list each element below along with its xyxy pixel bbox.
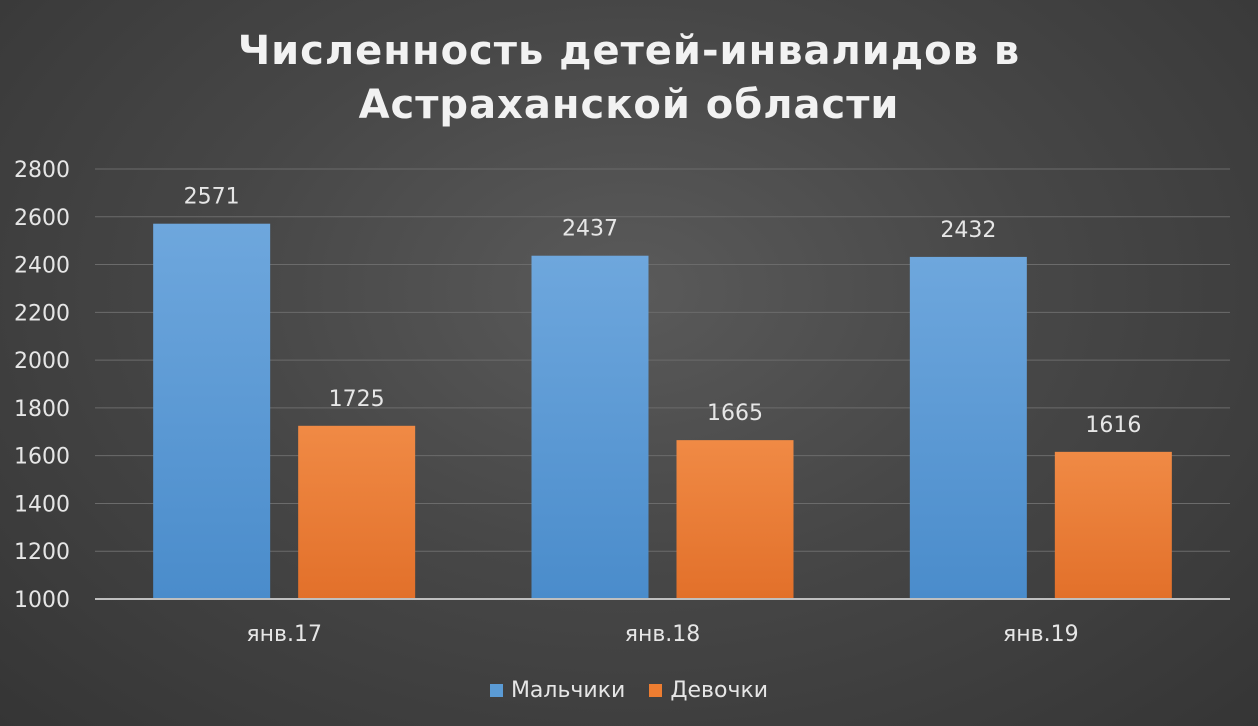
bar-boys	[153, 223, 271, 599]
legend-swatch-girls	[649, 684, 663, 697]
legend-item-boys[interactable]: Мальчики	[489, 678, 626, 703]
y-tick-label: 1400	[14, 492, 70, 517]
y-tick-label: 2600	[14, 206, 70, 231]
legend-label-girls: Девочки	[670, 678, 769, 703]
bar-boys	[531, 255, 649, 599]
y-axis: 1000 1200 1400 1600 1800 2000 2200 2400 2600 2800	[14, 158, 70, 613]
y-tick-label: 2000	[14, 349, 70, 374]
data-label-girls: 1616	[1085, 413, 1141, 438]
bar-girls	[1054, 451, 1172, 599]
y-tick-label: 1200	[14, 540, 70, 565]
y-tick-label: 1600	[14, 445, 70, 470]
data-label-girls: 1725	[329, 387, 385, 412]
data-label-boys: 2437	[562, 217, 618, 242]
y-tick-label: 2400	[14, 254, 70, 279]
data-label-boys: 2432	[940, 218, 996, 243]
chart-title-line-1: Численность детей-инвалидов в	[237, 28, 1021, 74]
x-tick-label: янв.18	[625, 622, 701, 647]
chart-title: Численность детей-инвалидов в Астраханск…	[0, 24, 1258, 132]
legend-label-boys: Мальчики	[510, 678, 626, 703]
legend-swatch-boys	[489, 684, 503, 697]
legend: Мальчики Девочки	[0, 678, 1258, 703]
bar-boys	[909, 256, 1027, 599]
y-tick-label: 1000	[14, 588, 70, 613]
bar-girls	[676, 440, 794, 599]
bars	[153, 223, 1172, 599]
y-tick-label: 2800	[14, 158, 70, 183]
data-labels: 2571 1725 2437 1665 2432 1616	[184, 185, 1142, 438]
data-label-girls: 1665	[707, 401, 763, 426]
y-tick-label: 1800	[14, 397, 70, 422]
x-tick-label: янв.17	[246, 622, 322, 647]
legend-item-girls[interactable]: Девочки	[649, 678, 768, 703]
x-tick-label: янв.19	[1003, 622, 1079, 647]
bar-girls	[298, 425, 416, 599]
gridlines	[95, 168, 1230, 552]
data-label-boys: 2571	[184, 185, 240, 210]
y-tick-label: 2200	[14, 301, 70, 326]
x-axis: янв.17 янв.18 янв.19	[95, 598, 1230, 647]
chart-title-line-2: Астраханской области	[358, 82, 900, 128]
